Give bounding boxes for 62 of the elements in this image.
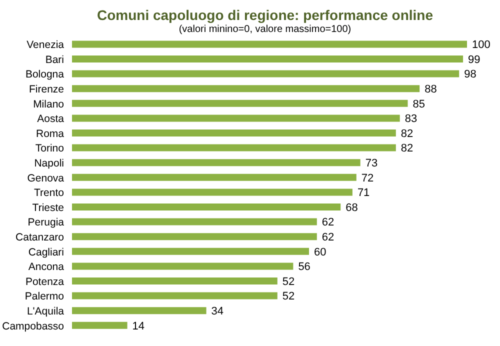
bar [72,204,341,210]
bar [72,114,400,122]
chart-subtitle: (valori minino=0, valore massimo=100) [178,24,352,35]
y-tick-label: Cagliari [28,246,64,258]
y-tick-label: Bari [45,54,64,66]
data-label: 60 [314,246,326,258]
y-tick-label: Genova [27,172,64,184]
bar [72,70,460,78]
chart-title: Comuni capoluogo di regione: performance online [96,7,434,23]
y-tick-label: Venezia [26,39,64,52]
y-tick-label: Firenze [28,84,64,96]
y-tick-label: Perugia [28,216,64,229]
data-label: 82 [400,142,414,155]
data-label: 34 [211,306,224,318]
bar [72,292,278,300]
bar [72,144,396,152]
bar [72,278,278,284]
data-label: 52 [282,290,295,303]
y-tick-label: Milano [33,98,64,110]
bar [72,130,396,136]
data-label: 52 [282,276,295,288]
y-tick-label: Trento [34,187,64,200]
y-tick-label: Potenza [25,276,64,288]
data-label: 71 [357,187,370,200]
data-label: 14 [132,320,145,332]
data-label: 62 [322,216,334,229]
data-label: 72 [361,172,374,184]
bar [72,248,309,255]
y-tick-label: Napoli [34,158,64,170]
bar [72,40,467,48]
bar [72,218,317,226]
y-tick-label: Trieste [32,202,64,214]
y-tick-label: Bologna [25,68,64,81]
data-label: 82 [400,128,414,140]
data-label: 85 [412,98,425,110]
y-tick-label: Catanzaro [16,232,64,244]
data-label: 73 [365,158,378,170]
y-tick-label: Aosta [37,113,64,126]
data-label: 62 [322,232,334,244]
data-label: 88 [424,84,437,96]
bar [72,85,420,92]
y-tick-label: Ancona [28,261,64,274]
bar [72,233,317,240]
data-label: 68 [346,202,358,214]
data-label: 56 [298,261,310,274]
bar [72,188,352,196]
bar [72,322,128,329]
bar [72,174,356,181]
bar [72,307,206,314]
bar [72,159,360,166]
y-tick-label: Torino [35,142,64,155]
data-label: 98 [464,68,476,81]
data-label: 99 [468,54,480,66]
y-tick-label: L'Aquila [26,306,64,318]
data-label: 100 [472,39,490,52]
bar [72,100,408,107]
bar [72,56,464,62]
y-tick-label: Palermo [24,290,64,303]
data-label: 83 [404,113,418,126]
y-tick-label: Roma [36,128,64,140]
bar [72,262,294,270]
y-tick-label: Campobasso [2,320,64,332]
